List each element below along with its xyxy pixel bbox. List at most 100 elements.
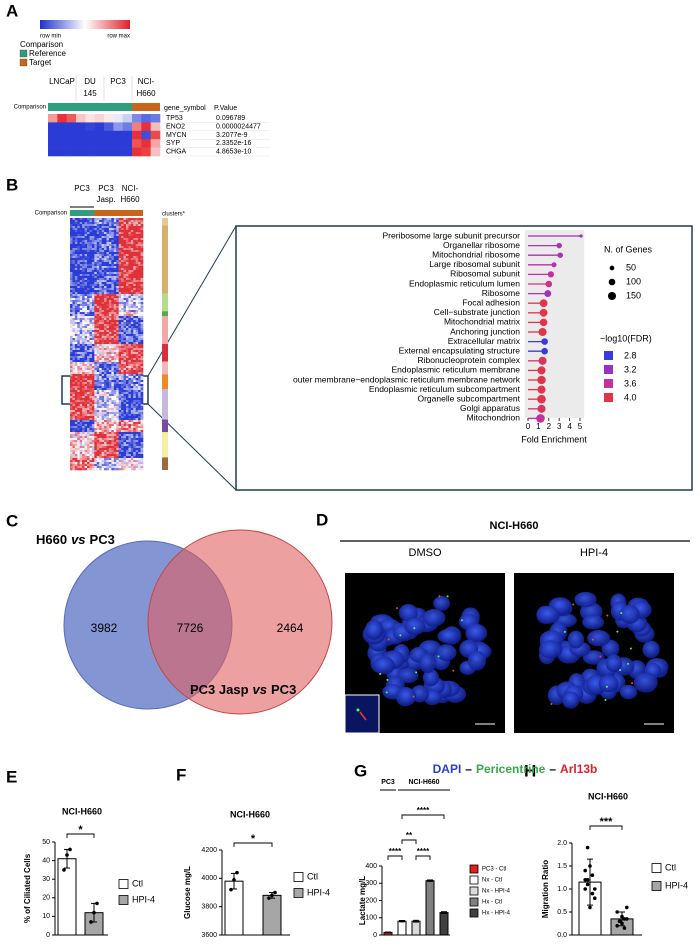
heatmap-cell: [89, 266, 93, 269]
heatmap-cell: [104, 286, 107, 289]
heatmap-cell: [104, 372, 107, 375]
heatmap-cell: [128, 420, 132, 423]
heatmap-cell: [77, 330, 81, 333]
heatmap-cell: [113, 456, 117, 459]
heatmap-cell: [111, 454, 115, 457]
heatmap-cell: [99, 394, 102, 397]
heatmap-cell: [91, 240, 95, 243]
heatmap-cell: [106, 292, 110, 295]
heatmap-cell: [79, 340, 83, 343]
heatmap-cell: [84, 368, 88, 371]
heatmap-cell: [108, 464, 112, 467]
heatmap-cell: [128, 262, 132, 265]
heatmap-cell: [106, 280, 110, 283]
heatmap-cell: [116, 468, 119, 471]
heatmap-cell: [72, 296, 76, 299]
heatmap-cell: [87, 424, 90, 427]
heatmap-cell: [108, 410, 112, 413]
lollipop-dot: [538, 356, 547, 365]
heatmap-cell: [94, 270, 98, 273]
heatmap-cell: [82, 334, 85, 337]
heatmap-cell: [91, 418, 95, 421]
heatmap-cell: [82, 358, 85, 361]
heatmap-cell: [113, 290, 117, 293]
heatmap-cell: [91, 422, 95, 425]
heatmap-cell: [118, 446, 122, 449]
heatmap-cell: [72, 422, 76, 425]
heatmap-cell: [138, 250, 141, 253]
heatmap-cell: [99, 306, 102, 309]
heatmap-cell: [125, 266, 129, 269]
heatmap-cell: [96, 254, 100, 257]
heatmap-cell: [118, 426, 122, 429]
heatmap-cell: [48, 147, 58, 157]
heatmap-cell: [133, 246, 136, 249]
color-key: [604, 351, 613, 360]
heatmap-cell: [74, 230, 78, 233]
heatmap-cell: [108, 296, 112, 299]
heatmap-cell: [84, 444, 88, 447]
heatmap-cell: [121, 334, 124, 337]
heatmap-cell: [118, 308, 122, 311]
heatmap-cell: [135, 392, 139, 395]
scale-label: 10 µm: [478, 715, 492, 721]
heatmap-cell: [125, 354, 129, 357]
heatmap-cell: [82, 352, 85, 355]
heatmap-cell: [82, 252, 85, 255]
heatmap-cell: [87, 286, 90, 289]
heatmap-cell: [125, 380, 129, 383]
heatmap-cell: [70, 280, 73, 283]
heatmap-cell: [123, 228, 127, 231]
heatmap-cell: [130, 380, 134, 383]
centrosome-dot: [604, 698, 607, 701]
panel-letter: A: [6, 1, 18, 20]
heatmap-cell: [138, 386, 141, 389]
heatmap-cell: [91, 428, 95, 431]
heatmap-cell: [104, 252, 107, 255]
term-label: Organelle subcompartment: [417, 393, 520, 403]
heatmap-cell: [111, 392, 115, 395]
data-point: [620, 914, 624, 919]
heatmap-cell: [101, 430, 105, 433]
term-label: Endoplasmic reticulum lumen: [409, 278, 520, 288]
heatmap-cell: [108, 408, 112, 411]
heatmap-cell: [99, 218, 102, 221]
heatmap-cell: [130, 244, 134, 247]
heatmap-cell: [70, 464, 73, 467]
heatmap-cell: [89, 270, 93, 273]
heatmap-cell: [133, 462, 136, 465]
heatmap-cell: [82, 440, 85, 443]
heatmap-cell: [82, 390, 85, 393]
y-tick-label: 30: [42, 876, 50, 883]
heatmap-cell: [99, 354, 102, 357]
heatmap-cell: [99, 460, 102, 463]
heatmap-cell: [82, 430, 85, 433]
heatmap-cell: [123, 400, 127, 403]
heatmap-cell: [135, 320, 139, 323]
heatmap-cell: [104, 434, 107, 437]
heatmap-cell: [138, 372, 141, 375]
cluster-segment: [162, 316, 168, 344]
heatmap-cell: [87, 248, 90, 251]
heatmap-cell: [84, 356, 88, 359]
heatmap-cell: [74, 412, 78, 415]
y-axis-title: Glucose mg/L: [183, 866, 192, 919]
heatmap-cell: [104, 418, 107, 421]
heatmap-cell: [89, 232, 93, 235]
heatmap-cell: [128, 252, 132, 255]
heatmap-cell: [82, 232, 85, 235]
heatmap-cell: [133, 272, 136, 275]
heatmap-cell: [99, 378, 102, 381]
heatmap-cell: [77, 420, 81, 423]
heatmap-cell: [72, 252, 76, 255]
term-label: Mitochondrion: [467, 413, 521, 423]
heatmap-cell: [108, 288, 112, 291]
heatmap-cell: [76, 122, 86, 132]
heatmap-cell: [87, 226, 90, 229]
heatmap-cell: [72, 240, 76, 243]
heatmap-cell: [94, 276, 98, 279]
data-point: [588, 905, 592, 910]
heatmap-cell: [135, 294, 139, 297]
heatmap-cell: [96, 426, 100, 429]
heatmap-cell: [130, 432, 134, 435]
